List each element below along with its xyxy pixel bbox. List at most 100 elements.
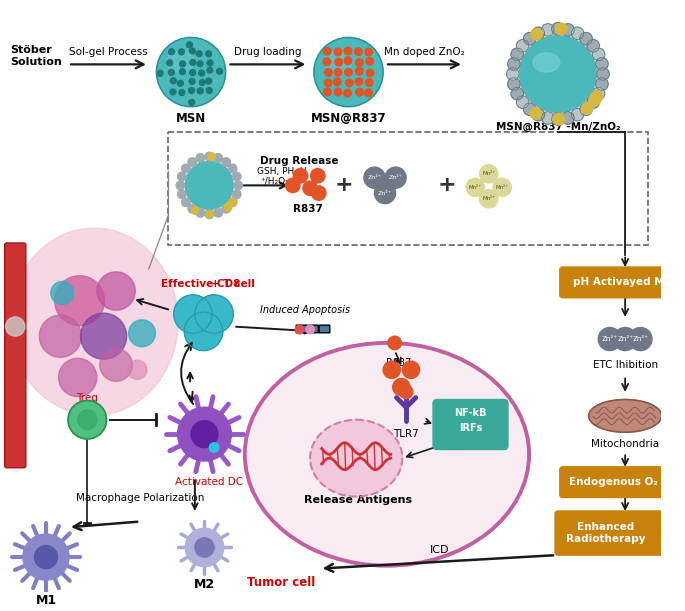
Circle shape (334, 48, 342, 56)
Wedge shape (665, 536, 682, 544)
Circle shape (185, 161, 234, 210)
Text: Induced Apoptosis: Induced Apoptosis (260, 306, 350, 315)
Circle shape (364, 167, 385, 188)
Circle shape (196, 153, 205, 163)
Text: Zn²⁺: Zn²⁺ (388, 175, 403, 180)
Circle shape (205, 152, 214, 161)
FancyBboxPatch shape (319, 325, 329, 333)
Circle shape (393, 378, 410, 396)
Circle shape (334, 78, 341, 86)
Circle shape (551, 113, 564, 125)
Circle shape (293, 169, 308, 183)
Circle shape (562, 24, 574, 36)
Circle shape (531, 28, 543, 40)
Circle shape (366, 57, 373, 65)
Circle shape (556, 23, 567, 35)
Circle shape (375, 183, 396, 203)
Circle shape (232, 172, 241, 181)
Circle shape (127, 360, 147, 379)
Circle shape (324, 79, 332, 87)
Circle shape (177, 190, 186, 199)
Circle shape (365, 48, 373, 56)
Circle shape (323, 58, 331, 65)
Circle shape (593, 48, 605, 60)
Circle shape (306, 325, 314, 334)
Circle shape (516, 40, 529, 52)
Circle shape (479, 189, 498, 208)
Text: IRFs: IRFs (459, 423, 482, 433)
Circle shape (671, 531, 675, 535)
Circle shape (179, 90, 185, 95)
Circle shape (174, 295, 212, 333)
Circle shape (582, 103, 593, 114)
Text: TLR7: TLR7 (393, 430, 419, 439)
Circle shape (323, 48, 331, 55)
Text: M1: M1 (36, 593, 57, 607)
Ellipse shape (156, 37, 225, 107)
Text: ICD: ICD (430, 545, 449, 555)
Circle shape (189, 100, 195, 105)
Circle shape (629, 327, 652, 351)
Circle shape (356, 59, 363, 67)
Circle shape (190, 70, 195, 76)
Circle shape (334, 68, 342, 76)
Circle shape (206, 210, 214, 218)
FancyBboxPatch shape (308, 325, 319, 333)
Circle shape (580, 32, 593, 45)
Circle shape (184, 312, 223, 351)
Circle shape (177, 408, 232, 461)
Text: NF-kB: NF-kB (454, 408, 487, 418)
Circle shape (571, 27, 584, 40)
Text: ⁺/H₂O₂: ⁺/H₂O₂ (260, 177, 289, 185)
Text: Mn²⁺: Mn²⁺ (482, 171, 495, 177)
Circle shape (366, 69, 374, 77)
Circle shape (596, 57, 608, 70)
Circle shape (587, 40, 599, 52)
Circle shape (562, 112, 574, 124)
Circle shape (365, 79, 373, 86)
Circle shape (229, 198, 237, 206)
Circle shape (399, 385, 413, 398)
Circle shape (334, 88, 342, 96)
Circle shape (344, 89, 351, 97)
Text: M2: M2 (194, 578, 215, 591)
Circle shape (197, 61, 203, 67)
Circle shape (186, 42, 192, 48)
Text: +: + (437, 175, 456, 196)
Circle shape (344, 57, 351, 65)
Circle shape (532, 27, 545, 40)
Text: + T cell: + T cell (211, 279, 255, 289)
Circle shape (191, 421, 218, 448)
Circle shape (355, 48, 362, 56)
Text: Endogenous O₂: Endogenous O₂ (569, 477, 658, 487)
Circle shape (551, 23, 564, 35)
Text: Mn²⁺: Mn²⁺ (482, 196, 495, 202)
Circle shape (228, 164, 237, 173)
Circle shape (591, 90, 603, 102)
Circle shape (493, 178, 511, 196)
Text: Enhanced
Radiotherapy: Enhanced Radiotherapy (566, 522, 646, 544)
Text: Zn²⁺: Zn²⁺ (617, 336, 633, 342)
Circle shape (228, 198, 237, 207)
Circle shape (190, 48, 195, 54)
Circle shape (356, 67, 363, 75)
Circle shape (234, 181, 242, 189)
Circle shape (345, 79, 353, 87)
Circle shape (182, 198, 190, 207)
Circle shape (51, 282, 74, 304)
Circle shape (669, 529, 677, 538)
Circle shape (188, 158, 197, 166)
Circle shape (210, 443, 219, 452)
Circle shape (669, 529, 678, 538)
Text: Mn²⁺: Mn²⁺ (496, 185, 509, 190)
Circle shape (542, 24, 554, 36)
Circle shape (170, 89, 176, 95)
Circle shape (523, 32, 536, 45)
FancyBboxPatch shape (555, 511, 685, 555)
Circle shape (571, 108, 584, 121)
Circle shape (511, 87, 523, 100)
Text: Stöber
Solution: Stöber Solution (10, 45, 62, 67)
Circle shape (216, 68, 223, 74)
Text: +: + (334, 175, 353, 196)
Circle shape (196, 208, 205, 217)
